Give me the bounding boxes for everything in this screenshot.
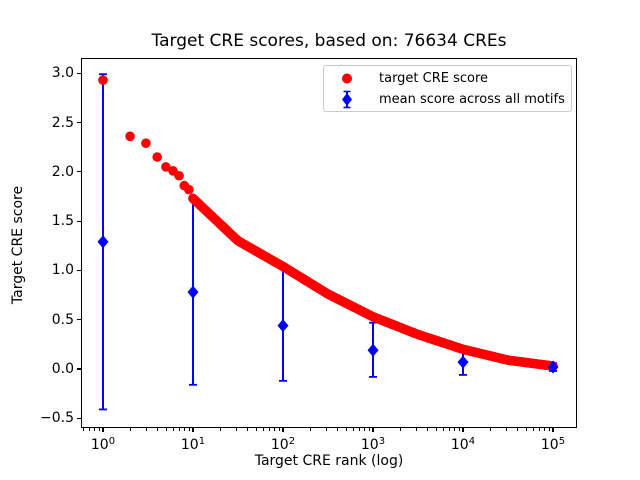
x-minor-tick — [435, 428, 437, 431]
x-minor-tick — [269, 428, 271, 431]
x-minor-tick — [278, 428, 280, 431]
x-minor-tick — [368, 428, 370, 431]
x-minor-tick — [400, 428, 402, 431]
legend-item-label: mean score across all motifs — [379, 92, 565, 107]
x-tick-label: 100 — [81, 433, 125, 454]
y-tick-label: 0.0 — [51, 361, 74, 377]
x-minor-tick — [359, 428, 361, 431]
x-tick-label: 102 — [261, 433, 305, 454]
x-minor-tick — [235, 428, 237, 431]
y-tick-label: 1.5 — [51, 213, 74, 230]
x-tick-base: 10 — [180, 437, 199, 453]
y-tick — [77, 220, 81, 222]
x-minor-tick — [255, 428, 257, 431]
x-tick-exponent: 2 — [288, 436, 296, 447]
x-minor-tick — [449, 428, 451, 431]
x-axis-label: Target CRE rank (log) — [254, 453, 404, 469]
y-tick — [77, 368, 81, 370]
y-tick — [77, 72, 81, 74]
x-minor-tick — [83, 428, 85, 431]
mean-score-marker-icon — [342, 90, 352, 109]
x-minor-tick — [89, 428, 91, 431]
x-minor-tick — [548, 428, 550, 431]
y-tick — [77, 121, 81, 124]
legend-item: target CRE score — [324, 68, 571, 89]
x-minor-tick — [130, 428, 132, 431]
x-tick — [282, 428, 284, 432]
x-minor-tick — [415, 428, 417, 431]
y-tick — [77, 417, 81, 419]
y-tick — [77, 319, 81, 321]
y-tick-label: −0.5 — [40, 410, 74, 427]
x-tick — [102, 428, 104, 432]
y-tick — [77, 269, 81, 271]
x-minor-tick — [525, 428, 527, 431]
y-tick-label: 1.0 — [51, 262, 74, 279]
x-minor-tick — [173, 428, 175, 431]
x-tick — [372, 428, 374, 432]
x-minor-tick — [544, 428, 546, 431]
x-tick-exponent: 3 — [378, 436, 386, 447]
legend: target CRE score mean score across all m… — [323, 65, 572, 112]
x-minor-tick — [337, 428, 339, 431]
x-minor-tick — [458, 428, 460, 431]
x-minor-tick — [188, 428, 190, 431]
legend-item-label: target CRE score — [379, 71, 489, 86]
x-minor-tick — [443, 428, 445, 431]
x-minor-tick — [145, 428, 147, 431]
x-minor-tick — [345, 428, 347, 431]
x-tick-label: 105 — [531, 433, 575, 454]
x-minor-tick — [157, 428, 159, 431]
x-minor-tick — [364, 428, 366, 431]
x-tick-base: 10 — [90, 437, 109, 453]
x-minor-tick — [263, 428, 265, 431]
y-tick-label: 0.5 — [51, 311, 74, 328]
x-minor-tick — [247, 428, 249, 431]
x-minor-tick — [353, 428, 355, 431]
x-minor-tick — [505, 428, 507, 431]
x-tick-exponent: 4 — [468, 436, 476, 447]
x-tick-label: 103 — [351, 433, 395, 454]
y-tick-label: 3.0 — [51, 65, 74, 82]
x-minor-tick — [517, 428, 519, 431]
x-minor-tick — [94, 428, 96, 431]
y-tick — [77, 171, 81, 173]
x-tick-base: 10 — [270, 437, 289, 453]
x-minor-tick — [98, 428, 100, 431]
x-tick-exponent: 0 — [108, 436, 116, 447]
x-minor-tick — [184, 428, 186, 431]
x-tick — [192, 428, 194, 432]
x-tick-exponent: 1 — [198, 436, 206, 447]
y-tick-label: 2.5 — [51, 114, 74, 131]
x-tick-base: 10 — [450, 437, 469, 453]
x-tick-base: 10 — [360, 437, 379, 453]
x-tick-label: 101 — [171, 433, 215, 454]
x-minor-tick — [274, 428, 276, 431]
x-minor-tick — [220, 428, 222, 431]
x-minor-tick — [325, 428, 327, 431]
chart-title: Target CRE scores, based on: 76634 CREs — [151, 31, 507, 51]
plot-area — [81, 58, 577, 428]
x-minor-tick — [165, 428, 167, 431]
y-axis-label: Target CRE score — [10, 185, 26, 305]
x-tick — [552, 428, 554, 432]
y-tick-label: 2.0 — [51, 163, 74, 180]
x-tick-base: 10 — [540, 437, 559, 453]
x-tick — [462, 428, 464, 432]
x-minor-tick — [310, 428, 312, 431]
target-score-marker-icon — [342, 73, 352, 84]
x-minor-tick — [454, 428, 456, 431]
x-tick-label: 104 — [441, 433, 485, 454]
x-minor-tick — [427, 428, 429, 431]
x-tick-exponent: 5 — [558, 436, 566, 447]
x-minor-tick — [533, 428, 535, 431]
x-minor-tick — [539, 428, 541, 431]
legend-item: mean score across all motifs — [324, 89, 571, 110]
x-minor-tick — [179, 428, 181, 431]
x-minor-tick — [490, 428, 492, 431]
